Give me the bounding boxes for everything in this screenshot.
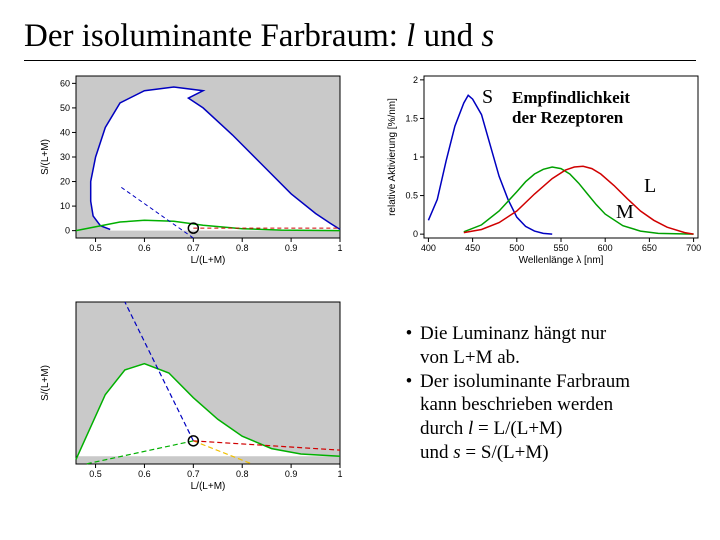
page-title: Der isoluminante Farbraum: l und s — [24, 18, 494, 55]
bullet-2: • Der isoluminante Farbraum kann beschri… — [398, 370, 706, 465]
bullet-2-l1: Der isoluminante Farbraum — [420, 371, 630, 392]
svg-text:400: 400 — [421, 243, 436, 253]
svg-text:700: 700 — [686, 243, 701, 253]
svg-text:1.5: 1.5 — [405, 113, 418, 123]
svg-text:0.6: 0.6 — [138, 243, 151, 253]
title-rule — [24, 60, 696, 61]
label-s: S — [482, 86, 493, 109]
svg-text:20: 20 — [60, 177, 70, 187]
chart-top-left: 0.50.60.70.80.910102030405060L/(L+M)S/(L… — [36, 70, 346, 266]
title-s: s — [481, 18, 494, 54]
svg-text:L/(L+M): L/(L+M) — [191, 255, 226, 266]
svg-text:550: 550 — [553, 243, 568, 253]
svg-text:0.8: 0.8 — [236, 243, 249, 253]
svg-text:S/(L+M): S/(L+M) — [40, 365, 51, 401]
label-l: L — [644, 175, 656, 198]
title-mid: und — [415, 18, 481, 54]
chart-bottom-left: 0.5 0.6 0.7 0.8 0.9 1 L/(L+M) S/(L+M) — [36, 296, 346, 492]
title-l: l — [406, 18, 415, 54]
bullet-1: • Die Luminanz hängt nur von L+M ab. — [398, 322, 706, 370]
svg-text:40: 40 — [60, 127, 70, 137]
svg-text:1: 1 — [337, 243, 342, 253]
svg-text:S/(L+M): S/(L+M) — [40, 139, 51, 175]
svg-text:10: 10 — [60, 201, 70, 211]
svg-text:0.7: 0.7 — [187, 243, 200, 253]
bullet-2-l4b: = S/(L+M) — [461, 442, 549, 463]
bullet-2-l4a: und — [420, 442, 453, 463]
svg-text:1: 1 — [337, 469, 342, 479]
bullet-2-l4-it: s — [453, 442, 460, 463]
svg-text:Wellenlänge λ [nm]: Wellenlänge λ [nm] — [519, 255, 604, 266]
bullet-2-text: Der isoluminante Farbraum kann beschrieb… — [420, 370, 706, 465]
svg-text:0: 0 — [65, 226, 70, 236]
svg-text:0.5: 0.5 — [89, 469, 102, 479]
svg-text:0.8: 0.8 — [236, 469, 249, 479]
bullet-dot: • — [398, 322, 420, 370]
svg-text:L/(L+M): L/(L+M) — [191, 481, 226, 492]
svg-text:relative Aktivierung [%/nm]: relative Aktivierung [%/nm] — [387, 98, 398, 216]
svg-text:0.5: 0.5 — [405, 191, 418, 201]
svg-text:2: 2 — [413, 75, 418, 85]
bullet-dot: • — [398, 370, 420, 465]
svg-text:500: 500 — [509, 243, 524, 253]
label-m: M — [616, 201, 634, 224]
bullet-1-l1: Die Luminanz hängt nur — [420, 323, 606, 344]
svg-text:650: 650 — [642, 243, 657, 253]
svg-text:450: 450 — [465, 243, 480, 253]
title-prefix: Der isoluminante Farbraum: — [24, 18, 406, 54]
bullet-2-l3a: durch — [420, 418, 468, 439]
receptor-caption: Empfindlichkeit der Rezeptoren — [512, 88, 630, 129]
bullet-1-l2: von L+M ab. — [420, 347, 520, 368]
svg-text:60: 60 — [60, 78, 70, 88]
receptor-caption-l1: Empfindlichkeit — [512, 88, 630, 108]
bullet-list: • Die Luminanz hängt nur von L+M ab. • D… — [398, 322, 706, 465]
bullet-2-l3b: = L/(L+M) — [473, 418, 562, 439]
bullet-1-text: Die Luminanz hängt nur von L+M ab. — [420, 322, 706, 370]
svg-text:50: 50 — [60, 103, 70, 113]
svg-text:0.9: 0.9 — [285, 469, 298, 479]
svg-text:0.6: 0.6 — [138, 469, 151, 479]
svg-text:0.9: 0.9 — [285, 243, 298, 253]
svg-text:0: 0 — [413, 229, 418, 239]
svg-text:1: 1 — [413, 152, 418, 162]
svg-text:30: 30 — [60, 152, 70, 162]
svg-text:0.7: 0.7 — [187, 469, 200, 479]
svg-text:600: 600 — [598, 243, 613, 253]
receptor-caption-l2: der Rezeptoren — [512, 108, 630, 128]
svg-text:0.5: 0.5 — [89, 243, 102, 253]
bullet-2-l2: kann beschrieben werden — [420, 394, 613, 415]
